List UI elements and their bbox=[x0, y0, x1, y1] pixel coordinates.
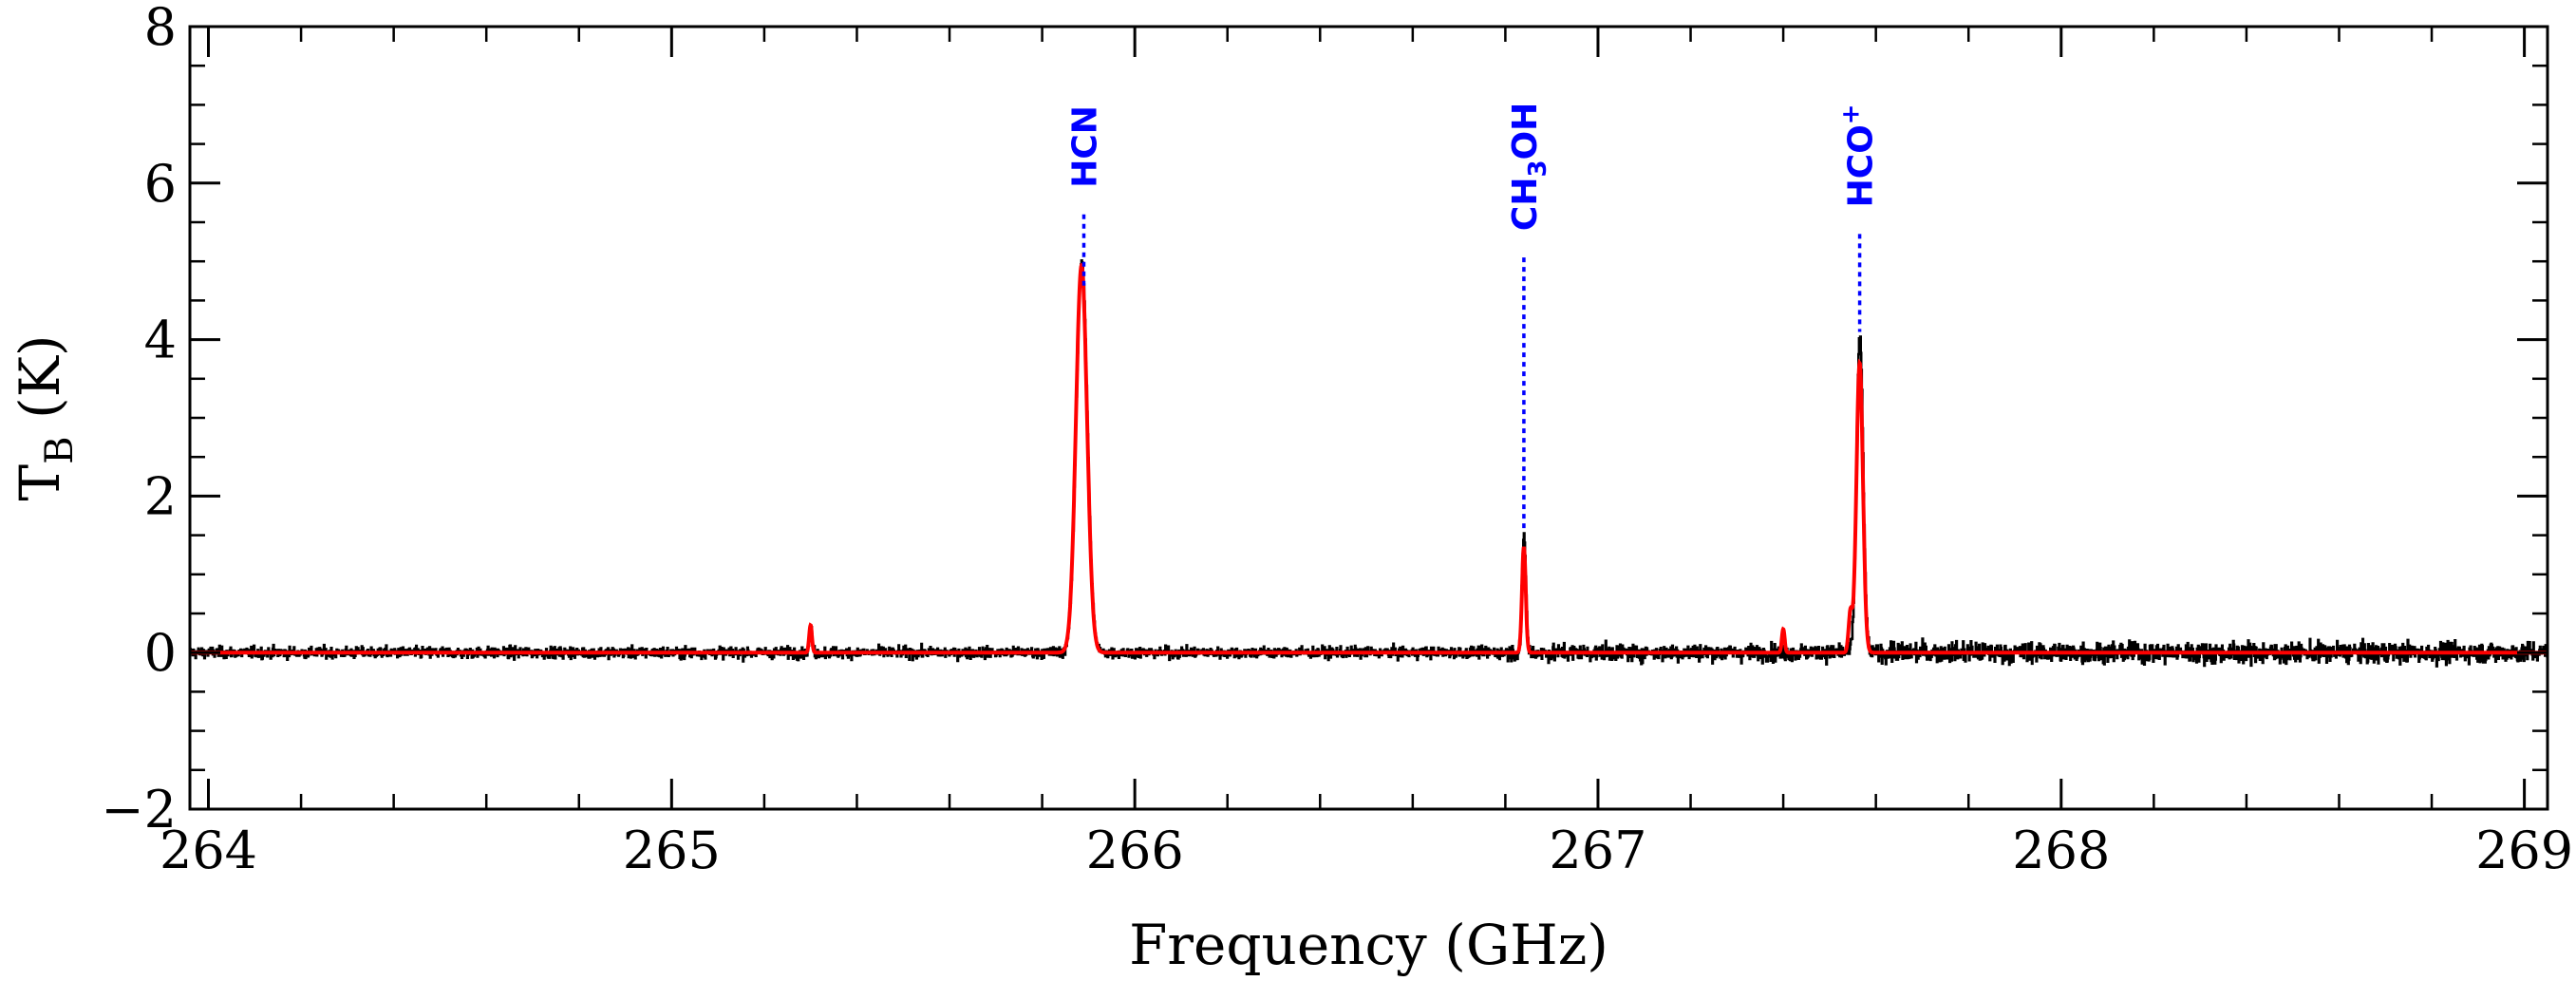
y-axis-title-unit: (K) bbox=[8, 334, 72, 436]
marks-layer bbox=[189, 214, 2548, 668]
molecule-label: HCN bbox=[1065, 105, 1104, 188]
x-tick-label: 267 bbox=[1549, 821, 1646, 880]
model-spectrum-line bbox=[190, 262, 2548, 655]
y-axis-title-main: T bbox=[8, 464, 72, 501]
labels-layer: 264 265 266 267 268 269 −2 0 2 4 6 8 HCN CH3OH HCO+ bbox=[101, 0, 2573, 880]
y-tick-label: −2 bbox=[101, 780, 177, 840]
y-tick-label: 6 bbox=[144, 154, 177, 214]
x-tick-label: 266 bbox=[1086, 821, 1184, 880]
y-tick-label: 8 bbox=[144, 0, 177, 57]
data-spectrum-line bbox=[189, 259, 2548, 668]
x-tick-label: 268 bbox=[2012, 821, 2110, 880]
y-tick-label: 2 bbox=[144, 466, 177, 526]
y-tick-label: 4 bbox=[144, 311, 177, 370]
ticks-layer bbox=[190, 25, 2548, 811]
molecule-label: CH3OH bbox=[1506, 103, 1552, 231]
y-axis-title: TB (K) bbox=[8, 334, 82, 500]
plot-frame bbox=[188, 25, 2549, 811]
molecule-label: HCO+ bbox=[1837, 104, 1881, 207]
y-tick-label: 0 bbox=[144, 623, 177, 683]
x-tick-label: 265 bbox=[623, 821, 721, 880]
y-axis-title-subscript: B bbox=[38, 436, 82, 463]
x-axis-title: Frequency (GHz) bbox=[1129, 913, 1608, 977]
x-tick-label: 264 bbox=[160, 821, 257, 880]
x-tick-label: 269 bbox=[2475, 821, 2573, 880]
